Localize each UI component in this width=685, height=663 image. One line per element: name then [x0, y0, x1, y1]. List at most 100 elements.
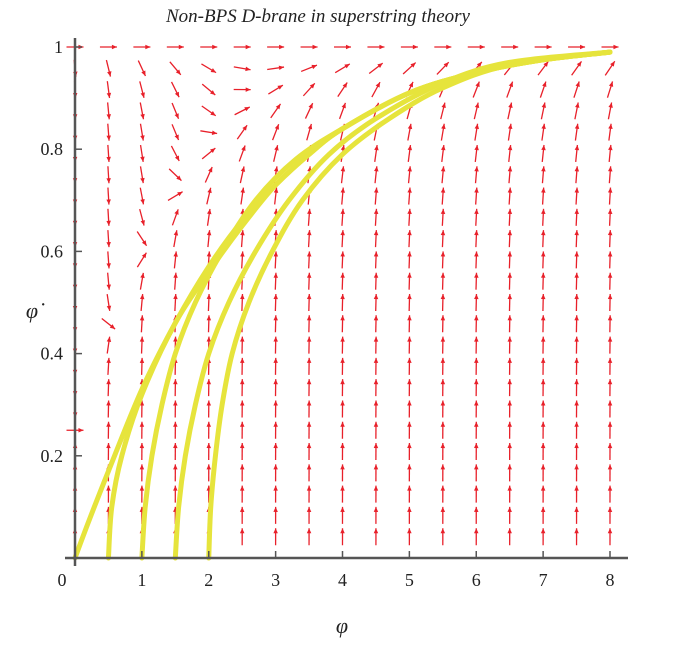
field-arrowhead: [141, 240, 147, 246]
field-arrowhead: [446, 44, 452, 50]
field-arrowhead: [306, 294, 312, 300]
chart-title: Non-BPS D-brane in superstring theory: [165, 6, 471, 27]
field-arrowhead: [574, 166, 580, 172]
field-arrowhead: [576, 61, 582, 67]
field-arrowhead: [407, 357, 412, 363]
field-arrowhead: [507, 123, 513, 130]
field-arrowhead: [206, 251, 212, 257]
field-arrowhead: [273, 251, 279, 257]
field-arrowhead: [373, 357, 379, 363]
field-arrowhead: [373, 251, 379, 257]
field-arrowhead: [373, 208, 379, 215]
field-arrowhead: [373, 315, 379, 321]
field-arrowhead: [340, 315, 345, 321]
field-arrowhead: [440, 272, 446, 278]
field-arrowhead: [273, 294, 278, 300]
field-arrowhead: [173, 400, 178, 406]
field-arrowhead: [206, 315, 212, 321]
field-arrowhead: [308, 103, 313, 109]
field-arrowhead: [174, 134, 179, 141]
field-arrowhead: [306, 400, 312, 406]
field-arrowhead: [540, 506, 546, 512]
field-arrowhead: [239, 485, 245, 491]
field-arrowhead: [507, 208, 513, 214]
field-arrowhead: [440, 528, 446, 534]
field-arrowhead: [541, 187, 546, 193]
field-arrowhead: [140, 135, 145, 141]
field-arrowhead: [474, 102, 480, 108]
field-arrowhead: [373, 485, 379, 491]
field-arrowhead: [173, 485, 178, 491]
field-arrowhead: [613, 44, 619, 50]
field-arrowhead: [507, 400, 512, 406]
field-arrowhead: [173, 294, 178, 300]
field-arrowhead: [340, 166, 346, 172]
field-arrowhead: [240, 294, 245, 300]
field-arrowhead: [574, 464, 579, 470]
field-arrowhead: [340, 485, 345, 491]
field-arrowhead: [141, 70, 146, 77]
field-arrowhead: [407, 506, 412, 512]
field-arrowhead: [474, 357, 479, 363]
field-arrowhead: [608, 123, 613, 130]
field-arrowhead: [106, 199, 111, 205]
field-arrowhead: [407, 528, 412, 534]
field-arrowhead: [340, 357, 345, 363]
field-arrowhead: [211, 130, 218, 135]
field-arrowhead: [306, 379, 312, 385]
field-arrowhead: [474, 272, 479, 278]
field-arrowhead: [306, 485, 312, 491]
field-arrowhead: [607, 230, 613, 236]
field-arrowhead: [540, 400, 546, 406]
field-arrowhead: [173, 464, 178, 470]
field-arrowhead: [412, 44, 418, 50]
field-arrowhead: [106, 92, 112, 99]
field-arrowhead: [373, 506, 379, 512]
field-arrowhead: [174, 91, 180, 98]
field-arrowhead: [306, 336, 312, 342]
field-arrowhead: [274, 145, 279, 151]
x-tick-label: 5: [405, 570, 414, 590]
field-arrowhead: [610, 61, 615, 67]
field-arrowhead: [278, 65, 285, 71]
field-arrowhead: [273, 400, 278, 406]
x-tick-label: 4: [338, 570, 347, 590]
field-arrowhead: [306, 251, 312, 257]
field-arrowhead: [239, 379, 245, 385]
field-arrowhead: [244, 107, 250, 112]
field-arrowhead: [139, 400, 145, 406]
field-arrowhead: [440, 421, 446, 427]
field-arrowhead: [440, 230, 446, 236]
field-arrowhead: [440, 485, 446, 491]
field-arrowhead: [540, 379, 546, 385]
field-arrowhead: [441, 145, 446, 151]
field-arrowhead: [608, 166, 613, 172]
trajectories: [72, 49, 613, 561]
field-arrowhead: [373, 421, 379, 427]
field-arrowhead: [106, 379, 111, 385]
field-arrowhead: [508, 81, 513, 88]
field-arrowhead: [106, 114, 111, 120]
field-arrowhead: [140, 113, 145, 120]
field-arrowhead: [475, 81, 480, 88]
field-arrowhead: [507, 294, 513, 300]
field-arrowhead: [574, 421, 579, 427]
field-arrowhead: [474, 336, 479, 342]
field-arrowhead: [540, 443, 546, 449]
field-arrowhead: [340, 251, 345, 257]
field-arrowhead: [507, 230, 513, 236]
field-arrowhead: [474, 251, 479, 257]
field-arrowhead: [140, 220, 145, 226]
field-arrowhead: [607, 357, 613, 363]
field-arrowhead: [373, 294, 379, 300]
field-arrowhead: [139, 464, 145, 470]
field-arrowhead: [207, 208, 212, 215]
field-arrowhead: [212, 44, 218, 50]
field-arrowhead: [540, 528, 546, 534]
field-arrowhead: [607, 485, 613, 491]
y-tick-label: 0.4: [41, 344, 64, 364]
field-arrowhead: [474, 400, 479, 406]
field-arrowhead: [574, 187, 580, 193]
field-arrowhead: [607, 251, 613, 257]
field-arrowhead: [440, 379, 446, 385]
